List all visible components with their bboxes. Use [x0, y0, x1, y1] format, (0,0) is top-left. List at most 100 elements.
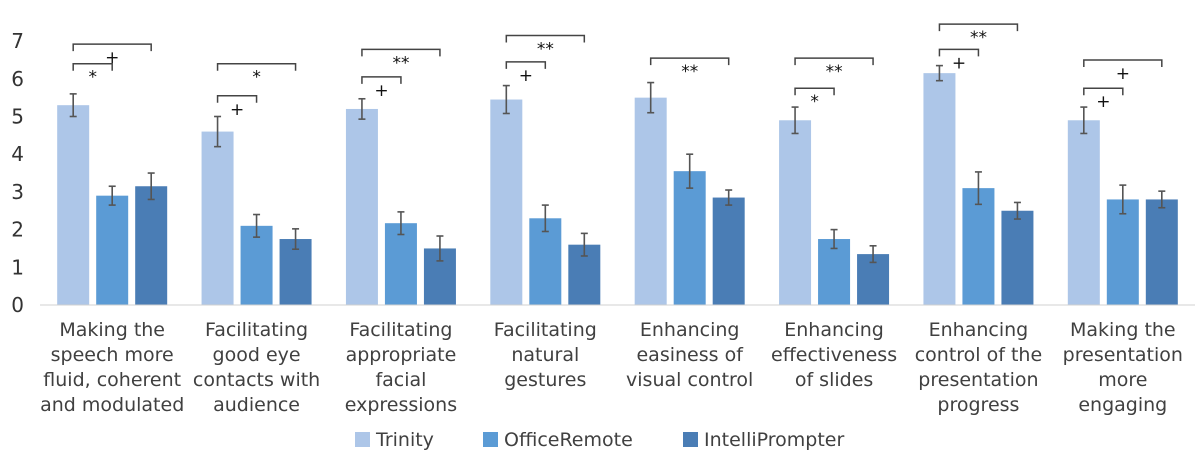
y-tick-label: 4 [11, 142, 24, 166]
category-label: Enhancing [784, 319, 884, 341]
bar [96, 195, 129, 305]
significance-label: * [252, 68, 261, 88]
significance-bracket [216, 95, 258, 103]
bar [1001, 210, 1034, 305]
y-tick-label: 7 [11, 29, 24, 53]
x-axis-categories: Making the speech more fluid, coherent and … [40, 319, 1183, 416]
category-label: Facilitating [349, 319, 452, 341]
category-label: of slides [795, 369, 873, 391]
legend-swatch [355, 432, 370, 447]
bar [712, 197, 745, 305]
legend: Trinity OfficeRemote IntelliPrompter [355, 429, 844, 451]
significance-bracket [72, 43, 152, 52]
category-label: Enhancing [929, 319, 1029, 341]
bar [135, 186, 168, 305]
y-tick-label: 6 [11, 67, 24, 91]
significance-label: + [1116, 64, 1130, 84]
significance-bracket [505, 61, 547, 69]
y-axis: 0 1 2 3 4 5 6 7 [11, 29, 24, 317]
category-label: effectiveness [771, 344, 897, 366]
category-label: Making the [59, 319, 165, 341]
significance-label: + [519, 66, 533, 86]
bar [240, 225, 273, 305]
significance-label: + [105, 48, 119, 68]
error-bars [69, 64, 1166, 264]
category-label: Facilitating [205, 319, 308, 341]
significance-bracket [794, 57, 874, 66]
bar [634, 97, 667, 306]
y-tick-label: 2 [11, 218, 24, 242]
category-label: natural [511, 344, 579, 366]
significance-label: ** [970, 28, 987, 48]
category-label: presentation [918, 369, 1038, 391]
significance-label: + [952, 53, 966, 73]
significance-brackets: *++*+**+******* +**++ [72, 23, 1163, 120]
bar [818, 239, 851, 305]
category-label: easiness of [636, 344, 744, 366]
legend-label: Trinity [375, 429, 434, 451]
bars [57, 73, 1178, 306]
significance-bracket [1083, 59, 1163, 67]
bar [57, 105, 90, 305]
y-tick-label: 1 [11, 255, 24, 279]
significance-bracket [938, 23, 1019, 32]
bar [779, 120, 812, 306]
significance-label: * [810, 92, 819, 112]
significance-label: + [230, 100, 244, 120]
y-tick-label: 0 [11, 293, 24, 317]
legend-label: IntelliPrompter [704, 429, 844, 451]
category-label: good eye [213, 344, 301, 366]
bar [345, 108, 378, 306]
significance-bracket [505, 34, 586, 43]
category-label: facial [375, 369, 426, 391]
bar [529, 218, 562, 305]
category-label: more [1098, 369, 1147, 391]
significance-bracket [361, 48, 441, 57]
significance-bracket [938, 48, 980, 57]
bar [384, 223, 417, 305]
category-label: Enhancing [640, 319, 740, 341]
bar [1106, 199, 1139, 305]
category-label: gestures [504, 369, 586, 391]
category-label: and modulated [40, 394, 184, 416]
category-label: control of the [915, 344, 1042, 366]
significance-bracket [1083, 87, 1124, 96]
significance-bracket [72, 62, 113, 71]
significance-label: * [88, 68, 97, 88]
significance-bracket [216, 62, 297, 71]
category-label: appropriate [346, 344, 457, 366]
category-label: progress [937, 394, 1019, 416]
bar [1145, 199, 1178, 305]
bar [490, 99, 523, 305]
significance-bracket [361, 76, 402, 84]
bar [1067, 120, 1100, 306]
category-label: presentation [1063, 344, 1183, 366]
bar [923, 73, 956, 306]
category-label: audience [213, 394, 300, 416]
category-label: Facilitating [494, 319, 597, 341]
significance-label: + [1096, 92, 1110, 112]
bar [201, 131, 234, 305]
bar [279, 239, 312, 305]
significance-label: ** [537, 39, 554, 59]
legend-swatch [683, 432, 698, 447]
y-tick-label: 5 [11, 105, 24, 129]
significance-label: ** [826, 62, 843, 82]
category-label: Making the [1070, 319, 1176, 341]
bar [673, 171, 706, 305]
category-label: contacts with [193, 369, 320, 391]
significance-label: ** [681, 62, 698, 82]
category-label: engaging [1078, 394, 1167, 416]
significance-bracket [649, 57, 730, 66]
y-tick-label: 3 [11, 180, 24, 204]
legend-swatch [483, 432, 498, 447]
significance-bracket [794, 87, 835, 96]
category-label: fluid, coherent [43, 369, 181, 391]
significance-label: + [374, 81, 388, 101]
significance-label: ** [392, 53, 409, 73]
legend-label: OfficeRemote [504, 429, 633, 451]
category-label: expressions [345, 394, 457, 416]
category-label: visual control [626, 369, 753, 391]
category-label: speech more [51, 344, 174, 366]
